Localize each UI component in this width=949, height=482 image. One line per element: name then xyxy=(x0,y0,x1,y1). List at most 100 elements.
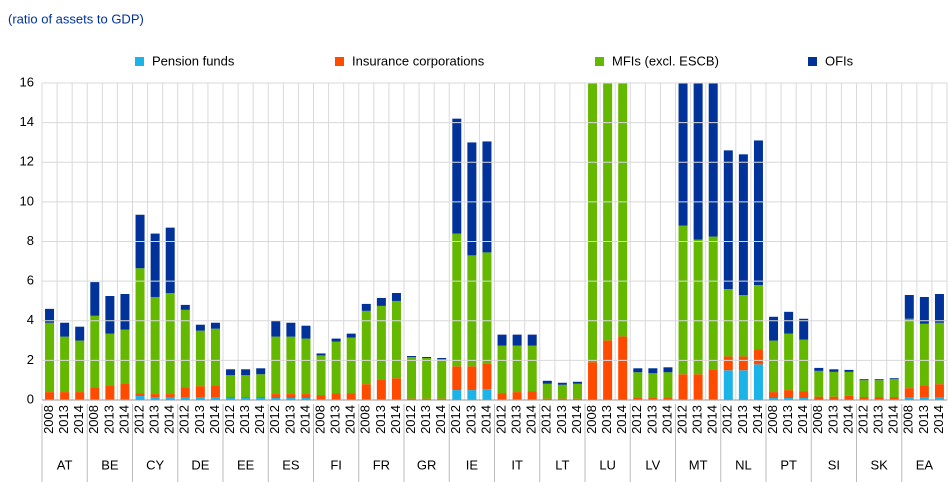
bar-segment xyxy=(648,373,658,399)
group-label: AT xyxy=(57,457,73,472)
group-label: ES xyxy=(282,457,300,472)
bar-segment xyxy=(844,395,854,400)
bar-segment xyxy=(618,336,628,400)
group-label: NL xyxy=(735,457,752,472)
bar-segment xyxy=(271,320,281,337)
bar-segment xyxy=(271,398,281,400)
bar-segment xyxy=(618,83,628,337)
bar-segment xyxy=(241,398,251,400)
x-tick-label: 2012 xyxy=(720,405,735,434)
legend-label: Insurance corporations xyxy=(352,53,485,68)
bar-segment xyxy=(165,394,175,398)
group-label: DE xyxy=(191,457,209,472)
bar-segment xyxy=(723,150,733,290)
bar-segment xyxy=(557,382,567,385)
bar-segment xyxy=(753,140,763,286)
bar-segment xyxy=(301,338,311,395)
bar-segment xyxy=(889,378,899,380)
x-tick-label: 2012 xyxy=(403,405,418,434)
bar-segment xyxy=(467,142,477,256)
bar-segment xyxy=(904,294,914,319)
y-tick-label: 4 xyxy=(27,312,34,327)
x-tick-label: 2013 xyxy=(599,405,614,434)
bar-segment xyxy=(753,285,763,350)
bar-segment xyxy=(859,397,869,400)
bar-segment xyxy=(738,294,748,357)
bar-segment xyxy=(512,392,522,400)
x-tick-label: 2008 xyxy=(312,405,327,434)
bar-segment xyxy=(603,83,613,341)
bar-segment xyxy=(120,329,130,384)
y-tick-label: 6 xyxy=(27,273,34,288)
bar-segment xyxy=(648,368,658,374)
bar-segment xyxy=(60,392,70,400)
bar-segment xyxy=(934,322,944,385)
bar-segment xyxy=(497,393,507,400)
x-tick-label: 2013 xyxy=(418,405,433,434)
y-tick-label: 12 xyxy=(20,154,34,169)
x-tick-label: 2014 xyxy=(116,405,131,434)
x-tick-label: 2013 xyxy=(780,405,795,434)
bar-segment xyxy=(723,289,733,357)
y-tick-label: 10 xyxy=(20,193,34,208)
bar-segment xyxy=(919,385,929,398)
bar-segment xyxy=(195,397,205,400)
bar-segment xyxy=(135,393,145,397)
bar-segment xyxy=(407,398,417,400)
bar-segment xyxy=(210,328,220,386)
bar-segment xyxy=(286,322,296,337)
x-tick-label: 2014 xyxy=(795,405,810,434)
bar-segment xyxy=(271,336,281,395)
bar-segment xyxy=(75,326,85,341)
bar-segment xyxy=(663,398,673,400)
bar-segment xyxy=(407,356,417,358)
bar-segment xyxy=(60,336,70,393)
y-tick-label: 0 xyxy=(27,391,34,406)
bar-segment xyxy=(45,322,55,393)
bar-segment xyxy=(663,367,673,373)
bar-segment xyxy=(452,366,462,391)
bar-segment xyxy=(814,367,824,371)
bar-segment xyxy=(210,385,220,398)
group-label: LV xyxy=(645,457,660,472)
x-tick-label: 2013 xyxy=(509,405,524,434)
bar-segment xyxy=(286,398,296,400)
bar-segment xyxy=(919,296,929,324)
bar-segment xyxy=(226,369,236,376)
x-tick-label: 2014 xyxy=(207,405,222,434)
x-tick-label: 2014 xyxy=(478,405,493,434)
bar-segment xyxy=(105,333,115,386)
bar-segment xyxy=(844,369,854,372)
x-tick-label: 2012 xyxy=(131,405,146,434)
bar-segment xyxy=(919,397,929,400)
bar-segment xyxy=(165,293,175,395)
x-tick-label: 2014 xyxy=(162,405,177,434)
bar-segment xyxy=(753,364,763,400)
bar-segment xyxy=(527,345,537,392)
bar-segment xyxy=(799,339,809,392)
bar-segment xyxy=(769,316,779,341)
group-label: EE xyxy=(237,457,255,472)
x-tick-label: 2012 xyxy=(267,405,282,434)
x-tick-label: 2014 xyxy=(569,405,584,434)
bar-segment xyxy=(919,323,929,386)
bar-segment xyxy=(542,383,552,399)
bar-segment xyxy=(678,374,688,400)
x-tick-label: 2014 xyxy=(614,405,629,434)
bar-segment xyxy=(195,386,205,398)
x-tick-label: 2013 xyxy=(373,405,388,434)
bar-segment xyxy=(738,154,748,295)
x-tick-label: 2014 xyxy=(433,405,448,434)
bar-segment xyxy=(633,368,643,373)
bar-segment xyxy=(934,384,944,398)
bar-segment xyxy=(331,341,341,394)
bar-segment xyxy=(497,334,507,346)
bar-segment xyxy=(708,369,718,400)
y-tick-label: 16 xyxy=(20,74,34,89)
bar-segment xyxy=(889,379,899,398)
x-tick-label: 2013 xyxy=(192,405,207,434)
x-tick-label: 2013 xyxy=(554,405,569,434)
x-tick-label: 2013 xyxy=(282,405,297,434)
x-tick-label: 2014 xyxy=(388,405,403,434)
group-label: FR xyxy=(373,457,390,472)
